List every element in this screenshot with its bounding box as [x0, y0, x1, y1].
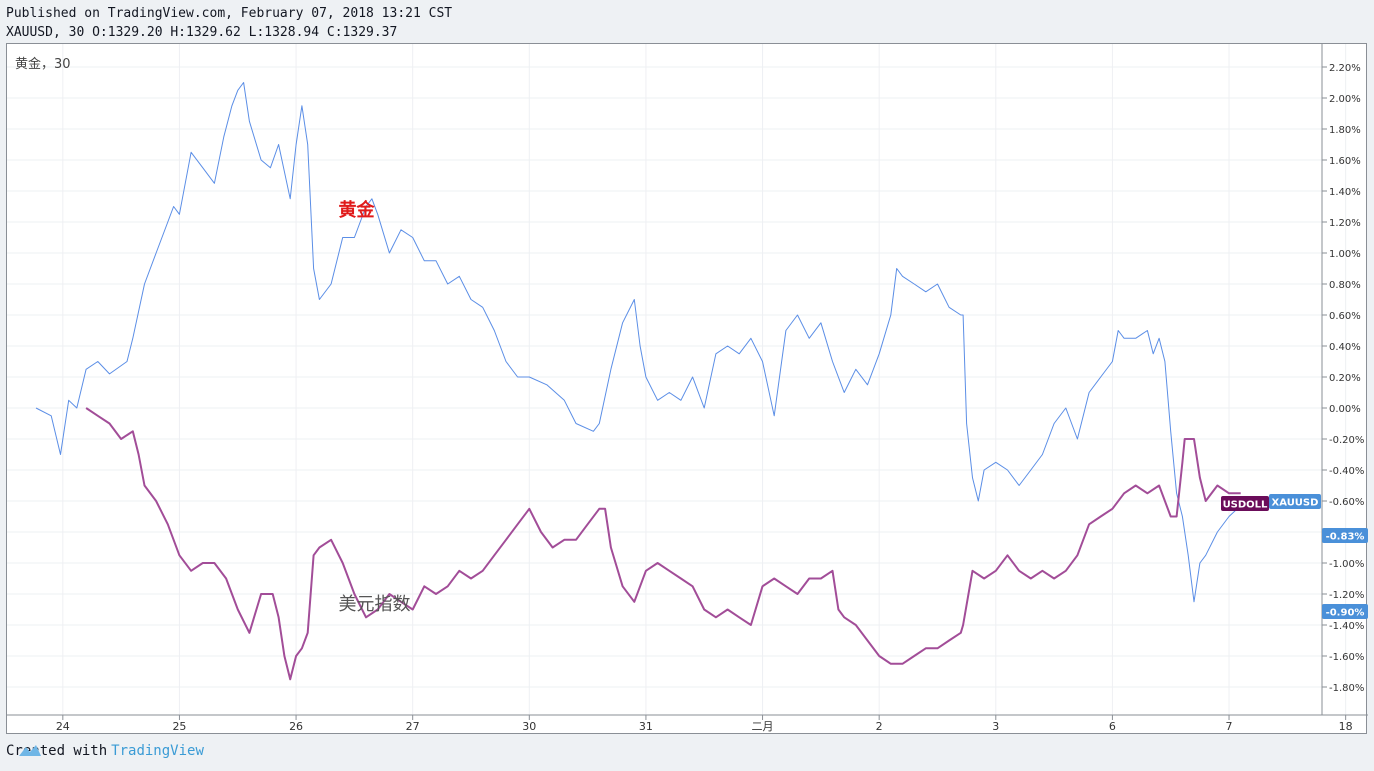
series-line-xauusd [35, 82, 1242, 603]
gold-annotation: 黄金 [339, 199, 376, 221]
y-tick-label: -0.40% [1329, 466, 1364, 477]
x-tick-label: 24 [56, 720, 70, 733]
tradingview-logo-icon [19, 745, 41, 756]
tradingview-brand[interactable]: TradingView [111, 743, 204, 759]
y-tick-label: -1.80% [1329, 683, 1364, 694]
y-tick-label: -0.20% [1329, 435, 1364, 446]
y-tick-label: 2.20% [1329, 63, 1361, 74]
published-line: Published on TradingView.com, February 0… [6, 6, 453, 21]
y-tick-label: -1.60% [1329, 652, 1364, 663]
y-tick-label: 0.00% [1329, 404, 1361, 415]
y-tick-label: 1.40% [1329, 187, 1361, 198]
x-tick-label: 26 [289, 720, 303, 733]
y-tick-label: 2.00% [1329, 94, 1361, 105]
footer: Created with TradingView [6, 743, 204, 759]
x-tick-label: 6 [1109, 720, 1116, 733]
y-tick-label: 1.80% [1329, 125, 1361, 136]
pct-tag-0.83: -0.83% [1326, 532, 1365, 543]
y-tick-label: 0.20% [1329, 373, 1361, 384]
pct-tag-0.90: -0.90% [1326, 608, 1365, 619]
tick-layer: 2.20% 2.00% 1.80% 1.60% 1.40% 1.20% 1.00% 0.80%… [56, 63, 1365, 733]
y-tick-label: -1.00% [1329, 559, 1364, 570]
x-tick-label: 25 [172, 720, 186, 733]
x-tick-label: 7 [1226, 720, 1233, 733]
chart-header: Published on TradingView.com, February 0… [6, 4, 452, 42]
y-tick-label: -0.60% [1329, 497, 1364, 508]
x-tick-label: 31 [639, 720, 653, 733]
price-tag-layer: USDOLL XAUUSD -0.83% -0.90% [1221, 494, 1368, 619]
xauusd-price-tag-bg [1269, 494, 1321, 509]
y-tick-label: 0.80% [1329, 280, 1361, 291]
x-tick-label: 27 [406, 720, 420, 733]
chart-frame[interactable]: 2.20% 2.00% 1.80% 1.60% 1.40% 1.20% 1.00% 0.80%… [6, 43, 1368, 735]
series-layer [35, 82, 1242, 681]
x-tick-label: 2 [876, 720, 883, 733]
x-tick-label: 二月 [752, 720, 774, 733]
ohlc-line: XAUUSD, 30 O:1329.20 H:1329.62 L:1328.94… [6, 25, 398, 40]
usdollar-price-tag-bg [1221, 496, 1269, 511]
y-tick-label: -1.20% [1329, 590, 1364, 601]
usd-index-annotation: 美元指数 [339, 594, 411, 615]
x-tick-label: 30 [522, 720, 536, 733]
series-line-usdollar [85, 407, 1241, 681]
y-tick-label: 0.60% [1329, 311, 1361, 322]
series-label: 黄金，30 [15, 56, 71, 72]
y-tick-label: 1.60% [1329, 156, 1361, 167]
grid [7, 44, 1347, 715]
y-tick-label: 1.20% [1329, 218, 1361, 229]
pct-tag-0.83-bg [1322, 528, 1368, 543]
xauusd-price-tag: XAUUSD [1272, 498, 1319, 509]
y-tick-label: -1.40% [1329, 621, 1364, 632]
price-chart[interactable]: 2.20% 2.00% 1.80% 1.60% 1.40% 1.20% 1.00% 0.80%… [7, 44, 1368, 735]
pct-tag-0.90-bg [1322, 604, 1368, 619]
x-tick-label: 3 [992, 720, 999, 733]
x-tick-label: 18 [1339, 720, 1353, 733]
y-tick-label: 1.00% [1329, 249, 1361, 260]
y-tick-label: 0.40% [1329, 342, 1361, 353]
usdollar-price-tag: USDOLL [1223, 500, 1268, 511]
